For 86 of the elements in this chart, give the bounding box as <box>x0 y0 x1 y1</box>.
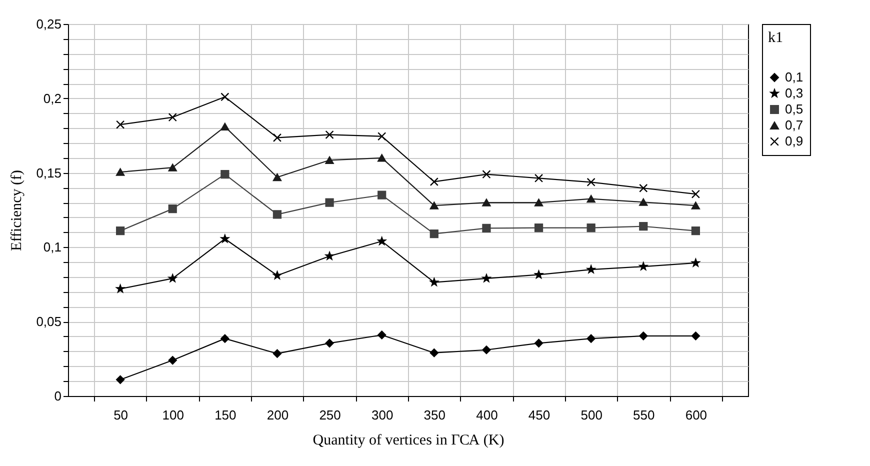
x-tick-label: 600 <box>685 408 708 422</box>
y-tick-label: 0,15 <box>36 165 62 180</box>
point <box>378 330 386 340</box>
point <box>378 132 386 141</box>
point <box>692 258 700 267</box>
point <box>639 332 648 340</box>
point <box>325 156 334 164</box>
x-tick-label: 200 <box>266 408 289 422</box>
point <box>691 332 700 340</box>
x-tick-label: 400 <box>476 408 498 422</box>
legend-label: 0,5 <box>785 102 804 116</box>
point <box>325 338 334 348</box>
point <box>116 375 125 384</box>
point <box>220 170 230 179</box>
y-tick-label: 0 <box>54 388 62 404</box>
point <box>534 224 544 232</box>
y-tick-label: 0,05 <box>36 314 62 330</box>
point <box>482 346 491 354</box>
point <box>691 190 700 198</box>
point <box>430 230 438 238</box>
y-tick-label: 0,2 <box>43 90 62 106</box>
point <box>220 122 230 130</box>
x-tick-label: 350 <box>424 408 446 422</box>
point <box>534 198 544 206</box>
point <box>325 130 334 140</box>
point <box>586 224 596 232</box>
legend-label: 0,3 <box>785 86 804 100</box>
point <box>378 236 386 245</box>
legend-title: k1 <box>768 30 783 46</box>
point <box>534 174 544 182</box>
point <box>272 210 282 219</box>
point <box>639 198 648 206</box>
point <box>116 120 125 129</box>
y-tick-label: 0,25 <box>36 16 62 32</box>
point <box>220 92 230 102</box>
point <box>534 338 544 348</box>
legend-label: 0,1 <box>785 70 804 84</box>
point <box>272 173 282 182</box>
point <box>378 190 386 200</box>
y-tick-label: 0,1 <box>43 240 62 255</box>
point <box>325 252 334 260</box>
point <box>168 164 177 172</box>
point <box>586 195 596 203</box>
x-axis-title: Quantity of vertices in ГСА (K) <box>312 432 504 448</box>
point <box>691 226 700 236</box>
y-axis-title: Efficiency (f) <box>9 170 26 251</box>
point <box>378 154 386 162</box>
x-tick-label: 100 <box>162 408 184 422</box>
point <box>220 234 230 242</box>
point <box>430 202 438 210</box>
point <box>430 348 438 358</box>
point <box>272 349 282 358</box>
point <box>116 226 125 236</box>
point <box>168 356 177 365</box>
x-tick-label: 500 <box>580 408 602 422</box>
point <box>482 224 491 232</box>
x-tick-label: 50 <box>114 408 128 422</box>
legend-label: 0,7 <box>785 118 804 132</box>
point <box>430 278 438 286</box>
legend-label: 0,9 <box>785 134 804 148</box>
point <box>482 170 491 179</box>
x-tick-label: 300 <box>371 408 394 422</box>
point <box>534 270 543 278</box>
point <box>482 198 491 206</box>
point <box>273 271 282 280</box>
point <box>691 202 700 210</box>
point <box>430 177 438 186</box>
point <box>639 184 648 192</box>
x-tick-label: 450 <box>528 408 550 422</box>
point <box>116 284 124 292</box>
x-tick-label: 250 <box>319 408 341 422</box>
point <box>482 274 491 282</box>
point <box>272 133 282 142</box>
point <box>116 168 125 176</box>
point <box>586 178 596 186</box>
point <box>220 334 230 343</box>
point <box>586 334 596 343</box>
point <box>325 198 334 207</box>
point <box>639 222 648 231</box>
point <box>168 112 177 122</box>
x-tick-label: 150 <box>214 408 236 422</box>
point <box>639 262 648 270</box>
x-tick-label: 550 <box>633 408 655 422</box>
point <box>586 265 596 274</box>
point <box>168 204 177 214</box>
point <box>168 274 177 282</box>
